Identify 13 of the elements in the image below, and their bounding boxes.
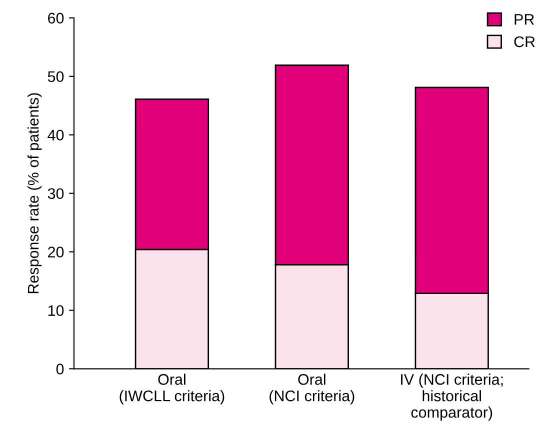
x-tick-label: Oral (IWCLL criteria) [120,374,224,404]
y-axis-title: Response rate (% of patients) [27,93,42,294]
y-tick-label: 30 [48,188,64,200]
legend-label: PR [514,14,534,25]
y-tick-label: 0 [56,364,64,374]
legend-label: CR [514,36,535,48]
y-tick-label: 40 [48,130,64,141]
x-tick-label: IV (NCI criteria; historical comparator) [401,374,503,421]
y-tick-label: 60 [48,12,64,24]
y-tick-label: 10 [48,305,64,316]
x-tick-label: Oral (NCI criteria) [270,374,354,404]
y-tick-label: 20 [48,246,64,258]
y-tick-label: 50 [48,71,64,82]
